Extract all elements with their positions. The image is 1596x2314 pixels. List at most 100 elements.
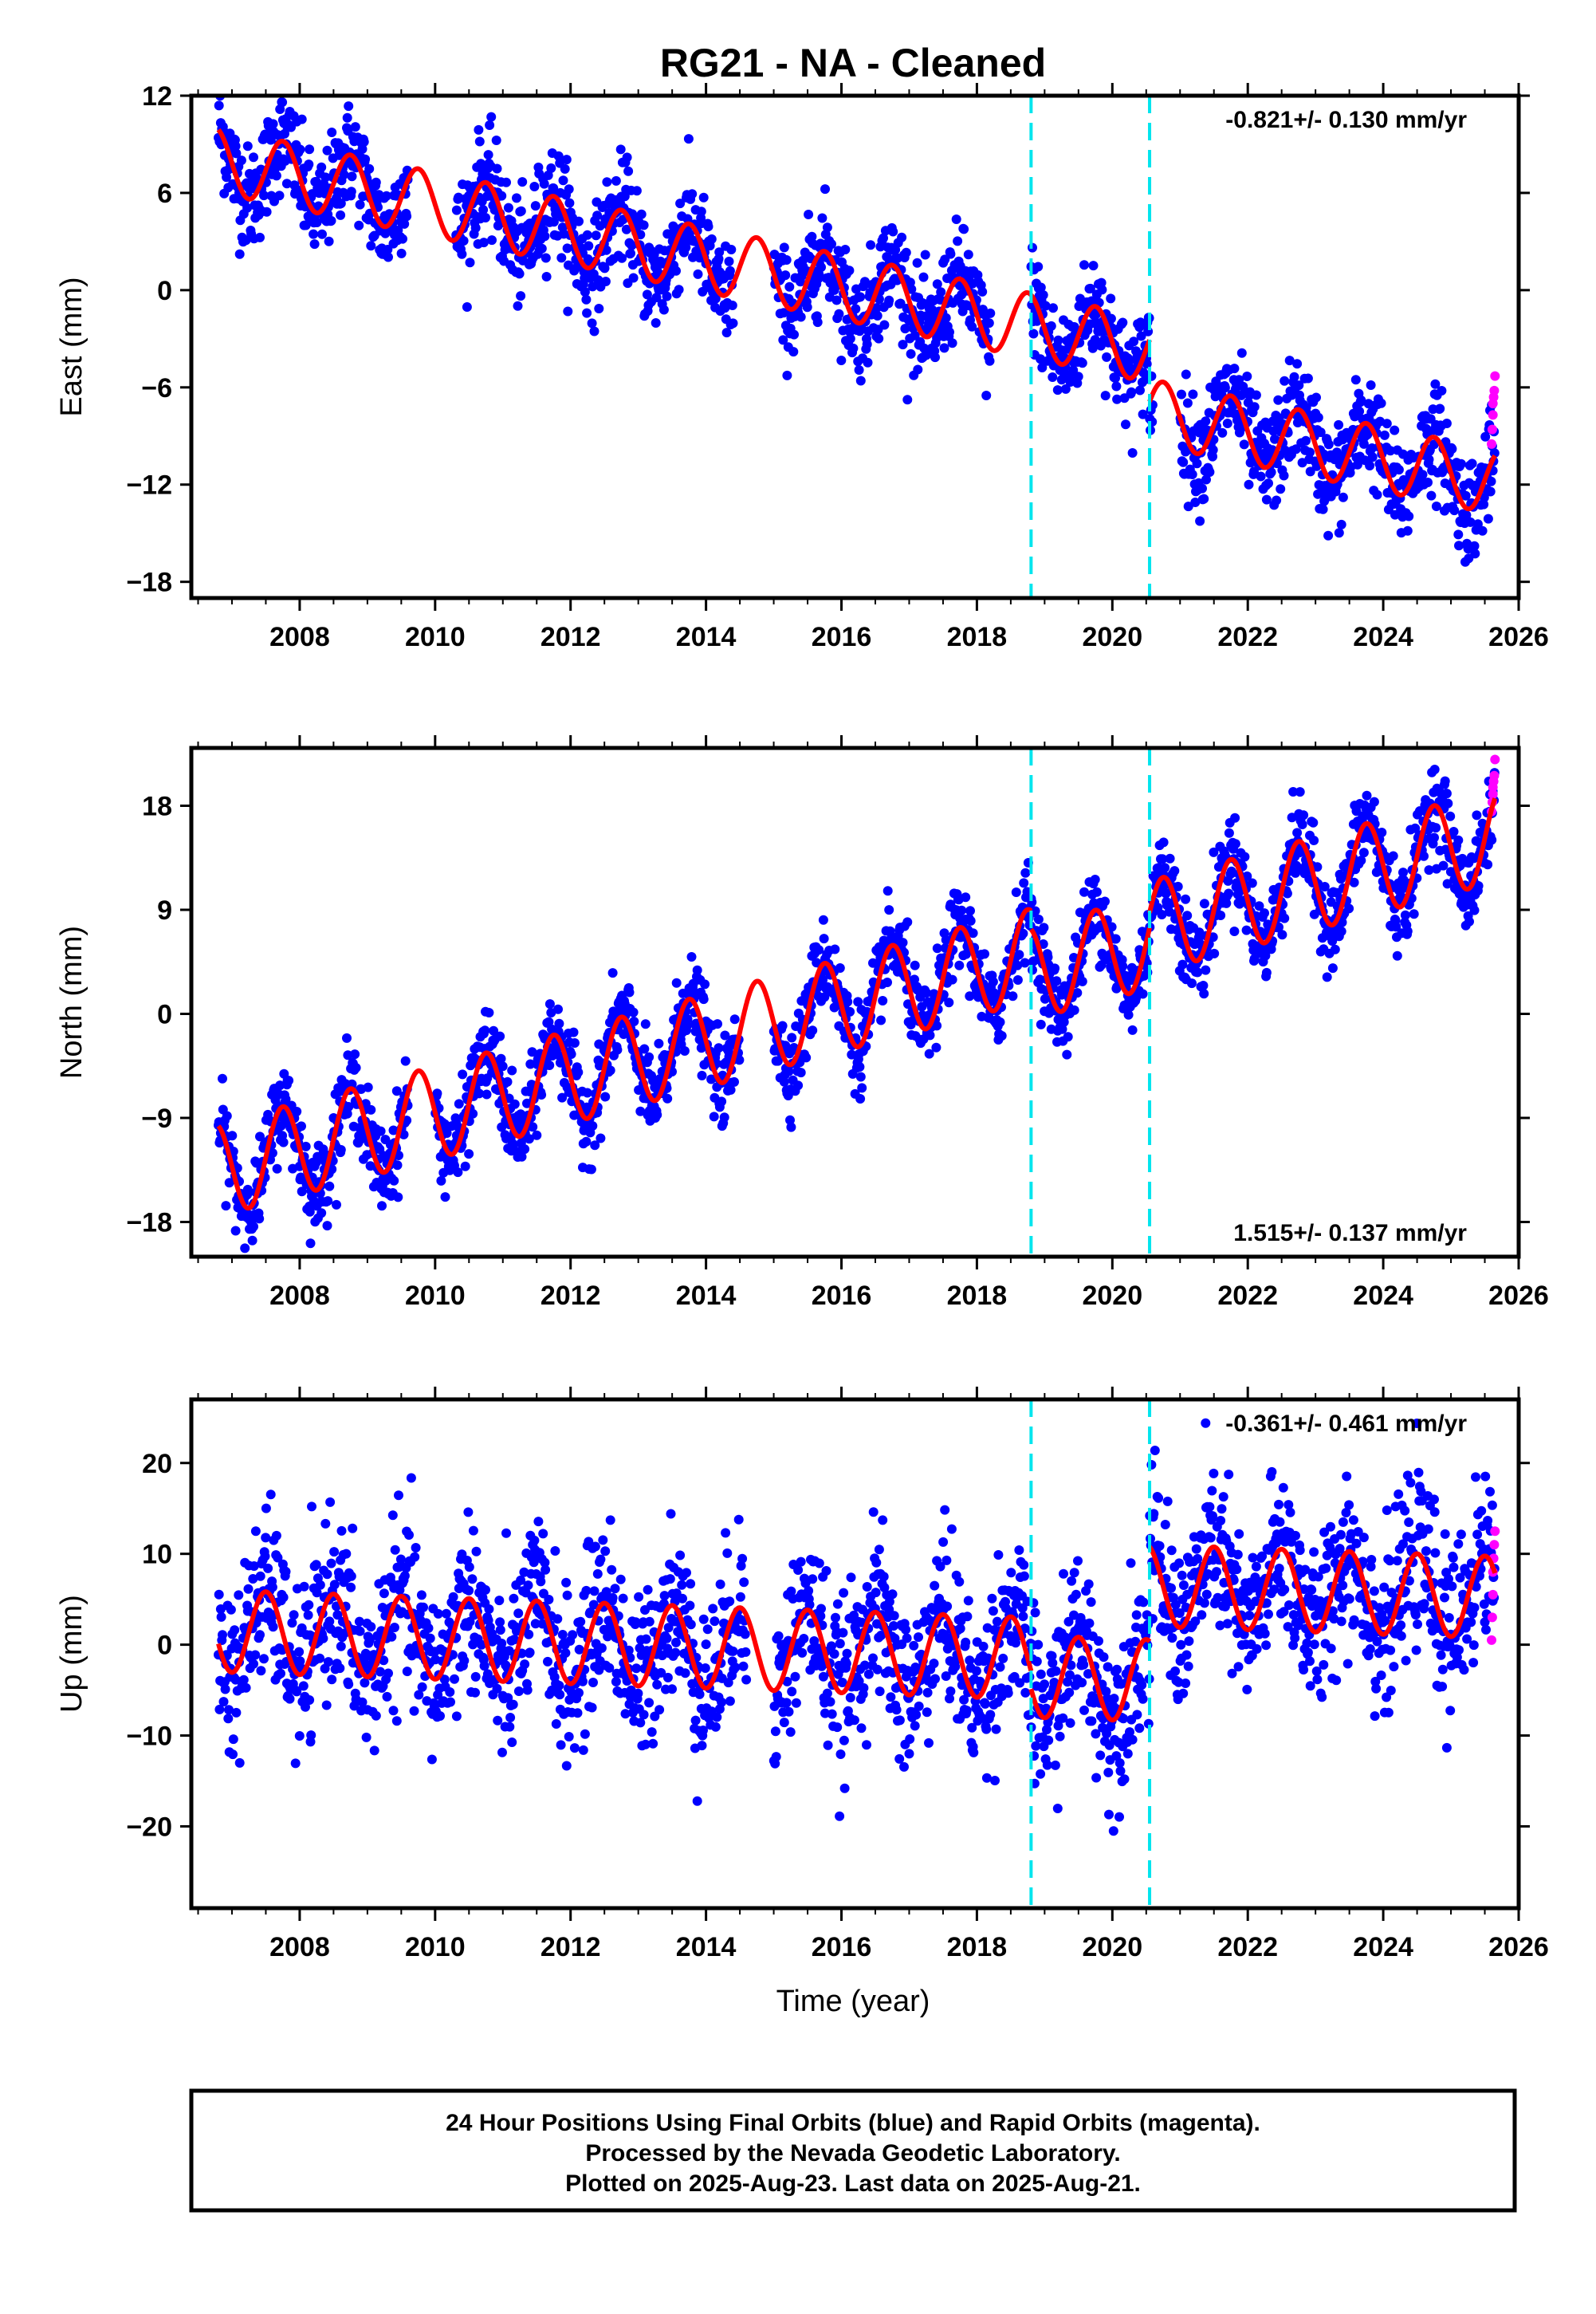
x-tick-label: 2022 xyxy=(1217,1281,1278,1311)
final-orbit-point xyxy=(626,248,635,258)
final-orbit-point xyxy=(1453,529,1464,540)
final-orbit-point xyxy=(717,1096,727,1107)
final-orbit-point xyxy=(1192,458,1202,469)
final-orbit-point xyxy=(468,1525,478,1536)
final-orbit-point xyxy=(273,1553,283,1563)
final-orbit-point xyxy=(788,347,799,357)
final-orbit-point xyxy=(910,960,920,970)
final-orbit-point xyxy=(830,944,840,954)
final-orbit-point xyxy=(1260,908,1269,919)
final-orbit-point xyxy=(1392,950,1402,961)
final-orbit-point xyxy=(458,236,469,246)
final-orbit-point xyxy=(290,1758,301,1769)
final-orbit-point xyxy=(522,1098,532,1108)
final-orbit-point xyxy=(276,1668,285,1678)
final-orbit-point xyxy=(267,1148,277,1158)
final-orbit-point xyxy=(1157,910,1167,919)
final-orbit-point xyxy=(591,230,601,241)
final-orbit-point xyxy=(553,1004,563,1014)
final-orbit-point xyxy=(1240,852,1250,862)
final-orbit-point xyxy=(729,1076,739,1087)
final-orbit-point xyxy=(355,199,365,210)
final-orbit-point xyxy=(932,1021,942,1031)
final-orbit-point xyxy=(902,917,913,927)
x-tick-label: 2026 xyxy=(1488,622,1549,652)
final-orbit-point xyxy=(1236,348,1247,358)
x-tick-label: 2024 xyxy=(1353,1281,1413,1311)
final-orbit-point xyxy=(848,343,859,353)
final-orbit-point xyxy=(1195,516,1205,526)
final-orbit-point xyxy=(585,1607,596,1617)
final-orbit-point xyxy=(1398,868,1408,878)
final-orbit-point xyxy=(1409,909,1419,919)
final-orbit-point xyxy=(525,1647,535,1658)
final-orbit-point xyxy=(520,1659,530,1670)
final-orbit-point xyxy=(1177,389,1186,399)
final-orbit-point xyxy=(522,1685,533,1695)
final-orbit-point xyxy=(642,289,652,300)
final-orbit-point xyxy=(945,327,954,337)
final-orbit-point xyxy=(1440,776,1450,786)
final-orbit-point xyxy=(925,1030,935,1041)
final-orbit-point xyxy=(1443,798,1453,809)
final-orbit-point xyxy=(844,266,855,276)
x-tick-label: 2008 xyxy=(269,622,330,652)
final-orbit-point xyxy=(355,1626,365,1636)
final-orbit-point xyxy=(1033,915,1044,924)
final-orbit-point xyxy=(248,1574,258,1584)
final-orbit-point xyxy=(1199,899,1209,909)
final-orbit-point xyxy=(1289,372,1299,382)
final-orbit-point xyxy=(354,1616,364,1627)
final-orbit-point xyxy=(435,1711,445,1721)
final-orbit-point xyxy=(581,294,592,305)
final-orbit-point xyxy=(221,1201,231,1211)
final-orbit-point xyxy=(594,1665,604,1675)
final-orbit-point xyxy=(312,1588,322,1598)
final-orbit-point xyxy=(595,221,605,231)
final-orbit-point xyxy=(1469,905,1480,915)
final-orbit-point xyxy=(854,365,864,375)
final-orbit-point xyxy=(1123,357,1134,368)
final-orbit-point xyxy=(256,1666,266,1676)
final-orbit-point xyxy=(624,987,635,998)
final-orbit-point xyxy=(703,222,713,232)
final-orbit-point xyxy=(1294,380,1304,391)
final-orbit-point xyxy=(1153,903,1163,913)
final-orbit-point xyxy=(1012,975,1023,985)
plot-frame xyxy=(189,746,1521,1259)
final-orbit-point xyxy=(487,235,497,246)
x-tick-label: 2022 xyxy=(1217,622,1278,652)
final-orbit-point xyxy=(335,1663,345,1674)
final-orbit-point xyxy=(1048,303,1058,313)
final-orbit-point xyxy=(1489,448,1500,458)
final-orbit-point xyxy=(862,339,872,349)
final-orbit-point xyxy=(1085,283,1095,293)
final-orbit-point xyxy=(375,1667,385,1677)
final-orbit-point xyxy=(250,1650,261,1660)
x-tick-label: 2026 xyxy=(1488,1281,1549,1311)
final-orbit-point xyxy=(260,1551,270,1561)
final-orbit-point xyxy=(478,238,489,248)
final-orbit-point xyxy=(1087,343,1098,353)
final-orbit-point xyxy=(470,1671,481,1682)
final-orbit-point xyxy=(1479,493,1489,502)
final-orbit-point xyxy=(451,1711,462,1722)
final-orbit-point xyxy=(1261,967,1272,978)
final-orbit-point xyxy=(639,1044,650,1054)
final-orbit-point xyxy=(802,302,812,313)
final-orbit-point xyxy=(574,1688,584,1698)
final-orbit-point xyxy=(640,1019,651,1029)
final-orbit-point xyxy=(292,1686,302,1697)
final-orbit-point xyxy=(959,224,969,234)
final-orbit-point xyxy=(495,1625,505,1635)
final-orbit-point xyxy=(1456,458,1466,469)
final-orbit-point xyxy=(995,1017,1005,1027)
final-orbit-point xyxy=(1181,894,1191,904)
final-orbit-point xyxy=(361,1732,371,1742)
final-orbit-point xyxy=(845,333,855,344)
final-orbit-point xyxy=(1107,922,1117,932)
final-orbit-point xyxy=(1046,321,1056,331)
final-orbit-point xyxy=(316,1208,327,1218)
final-orbit-point xyxy=(516,1575,526,1585)
